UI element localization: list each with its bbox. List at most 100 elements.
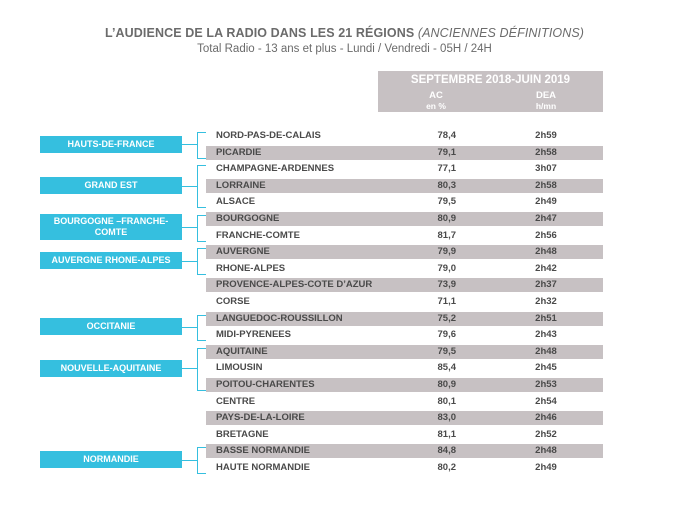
row-name: CENTRE xyxy=(216,395,256,407)
row-ac-value: 83,0 xyxy=(437,412,457,424)
chart-subtitle: Total Radio - 13 ans et plus - Lundi / V… xyxy=(197,43,492,55)
row-dea-value: 2h47 xyxy=(535,213,557,224)
row-name: MIDI-PYRENEES xyxy=(216,329,291,341)
column-header-dea-unit: h/mn xyxy=(535,101,557,111)
column-header-ac-unit: en % xyxy=(426,101,446,111)
row-ac-value: 80,3 xyxy=(437,179,457,191)
column-header-ac-label: AC xyxy=(429,90,443,101)
row-ac-value: 79,6 xyxy=(437,329,457,341)
table-row-shade xyxy=(206,411,603,426)
row-dea-value: 3h07 xyxy=(535,163,557,175)
row-name: PICARDIE xyxy=(216,146,262,158)
column-header-dea-label: DEA xyxy=(535,90,557,101)
row-dea-value: 2h56 xyxy=(535,229,557,241)
row-dea-value: 2h52 xyxy=(535,428,557,440)
region-bracket xyxy=(197,447,206,474)
row-ac-value: 81,1 xyxy=(437,428,457,440)
row-dea-value: 2h37 xyxy=(535,279,557,291)
column-header-ac: AC en % xyxy=(406,90,466,112)
row-dea-value: 2h54 xyxy=(535,395,557,407)
row-dea-value: 2h49 xyxy=(535,196,557,208)
table-row-shade xyxy=(206,444,603,459)
row-name: LIMOUSIN xyxy=(216,362,263,374)
region-connector xyxy=(182,459,198,461)
region-label: BOURGOGNE –FRANCHE-COMTE xyxy=(40,214,182,241)
row-name: POITOU-CHARENTES xyxy=(216,379,315,390)
row-ac-value: 79,1 xyxy=(437,146,457,158)
row-name: BASSE NORMANDIE xyxy=(216,445,310,457)
table-row-shade xyxy=(206,278,603,293)
row-ac-value: 78,4 xyxy=(437,130,457,141)
row-dea-value: 2h58 xyxy=(535,146,557,158)
row-ac-value: 79,5 xyxy=(437,345,457,357)
row-dea-value: 2h49 xyxy=(535,462,557,473)
region-bracket xyxy=(197,132,206,159)
region-label: NOUVELLE-AQUITAINE xyxy=(40,359,182,377)
chart-title-note: (ANCIENNES DÉFINITIONS) xyxy=(417,26,585,40)
row-dea-value: 2h48 xyxy=(535,445,557,457)
row-name: RHONE-ALPES xyxy=(216,262,286,274)
row-ac-value: 77,1 xyxy=(437,163,457,175)
region-connector xyxy=(182,260,198,262)
row-name: BRETAGNE xyxy=(216,428,269,440)
period-header: SEPTEMBRE 2018-JUIN 2019 xyxy=(410,74,571,86)
row-name: AUVERGNE xyxy=(216,246,270,258)
region-connector xyxy=(182,326,198,328)
chart-title: L’AUDIENCE DE LA RADIO DANS LES 21 RÉGIO… xyxy=(104,26,585,40)
table-row-shade xyxy=(206,145,603,160)
row-name: LORRAINE xyxy=(216,179,266,191)
row-ac-value: 75,2 xyxy=(437,312,457,324)
row-name: HAUTE NORMANDIE xyxy=(216,462,310,473)
table-row-shade xyxy=(206,245,603,260)
region-connector xyxy=(182,368,198,370)
row-name: PAYS-DE-LA-LOIRE xyxy=(216,412,305,424)
region-label: HAUTS-DE-FRANCE xyxy=(40,135,182,153)
column-header-dea: DEA h/mn xyxy=(516,90,576,112)
table-row-shade xyxy=(206,178,603,193)
row-dea-value: 2h32 xyxy=(535,296,557,307)
table-row-shade xyxy=(206,378,603,392)
row-ac-value: 71,1 xyxy=(437,296,457,307)
region-label: NORMANDIE xyxy=(40,451,182,469)
region-bracket xyxy=(197,248,206,275)
row-dea-value: 2h43 xyxy=(535,329,557,341)
row-name: FRANCHE-COMTE xyxy=(216,229,300,241)
region-bracket xyxy=(197,165,206,209)
table-row-shade xyxy=(206,344,603,359)
row-ac-value: 85,4 xyxy=(437,362,457,374)
row-name: PROVENCE-ALPES-COTE D’AZUR xyxy=(216,279,373,291)
row-dea-value: 2h42 xyxy=(535,262,557,274)
row-dea-value: 2h46 xyxy=(535,412,557,424)
region-bracket xyxy=(197,314,206,342)
row-ac-value: 80,9 xyxy=(437,213,457,224)
row-dea-value: 2h58 xyxy=(535,179,557,191)
row-ac-value: 80,1 xyxy=(437,395,457,407)
region-bracket xyxy=(197,215,206,242)
region-label: GRAND EST xyxy=(40,177,182,195)
region-bracket xyxy=(197,347,206,391)
row-ac-value: 79,5 xyxy=(437,196,457,208)
region-connector xyxy=(182,227,198,229)
region-connector xyxy=(182,185,198,187)
region-connector xyxy=(182,144,198,146)
row-name: BOURGOGNE xyxy=(216,213,280,224)
row-name: ALSACE xyxy=(216,196,256,208)
row-ac-value: 84,8 xyxy=(437,445,457,457)
row-name: NORD-PAS-DE-CALAIS xyxy=(216,130,321,141)
row-name: AQUITAINE xyxy=(216,345,268,357)
table-header-background xyxy=(378,71,603,112)
row-ac-value: 81,7 xyxy=(437,229,457,241)
row-name: LANGUEDOC-ROUSSILLON xyxy=(216,312,343,324)
row-ac-value: 80,9 xyxy=(437,379,457,390)
row-dea-value: 2h51 xyxy=(535,312,557,324)
row-dea-value: 2h59 xyxy=(535,130,557,141)
row-name: CHAMPAGNE-ARDENNES xyxy=(216,163,335,175)
table-row-shade xyxy=(206,311,603,326)
row-ac-value: 80,2 xyxy=(437,462,457,473)
region-label: AUVERGNE RHONE-ALPES xyxy=(40,252,182,269)
row-ac-value: 79,0 xyxy=(437,262,457,274)
row-ac-value: 79,9 xyxy=(437,246,457,258)
row-dea-value: 2h48 xyxy=(535,345,557,357)
table-row-shade xyxy=(206,212,603,226)
row-dea-value: 2h48 xyxy=(535,246,557,258)
